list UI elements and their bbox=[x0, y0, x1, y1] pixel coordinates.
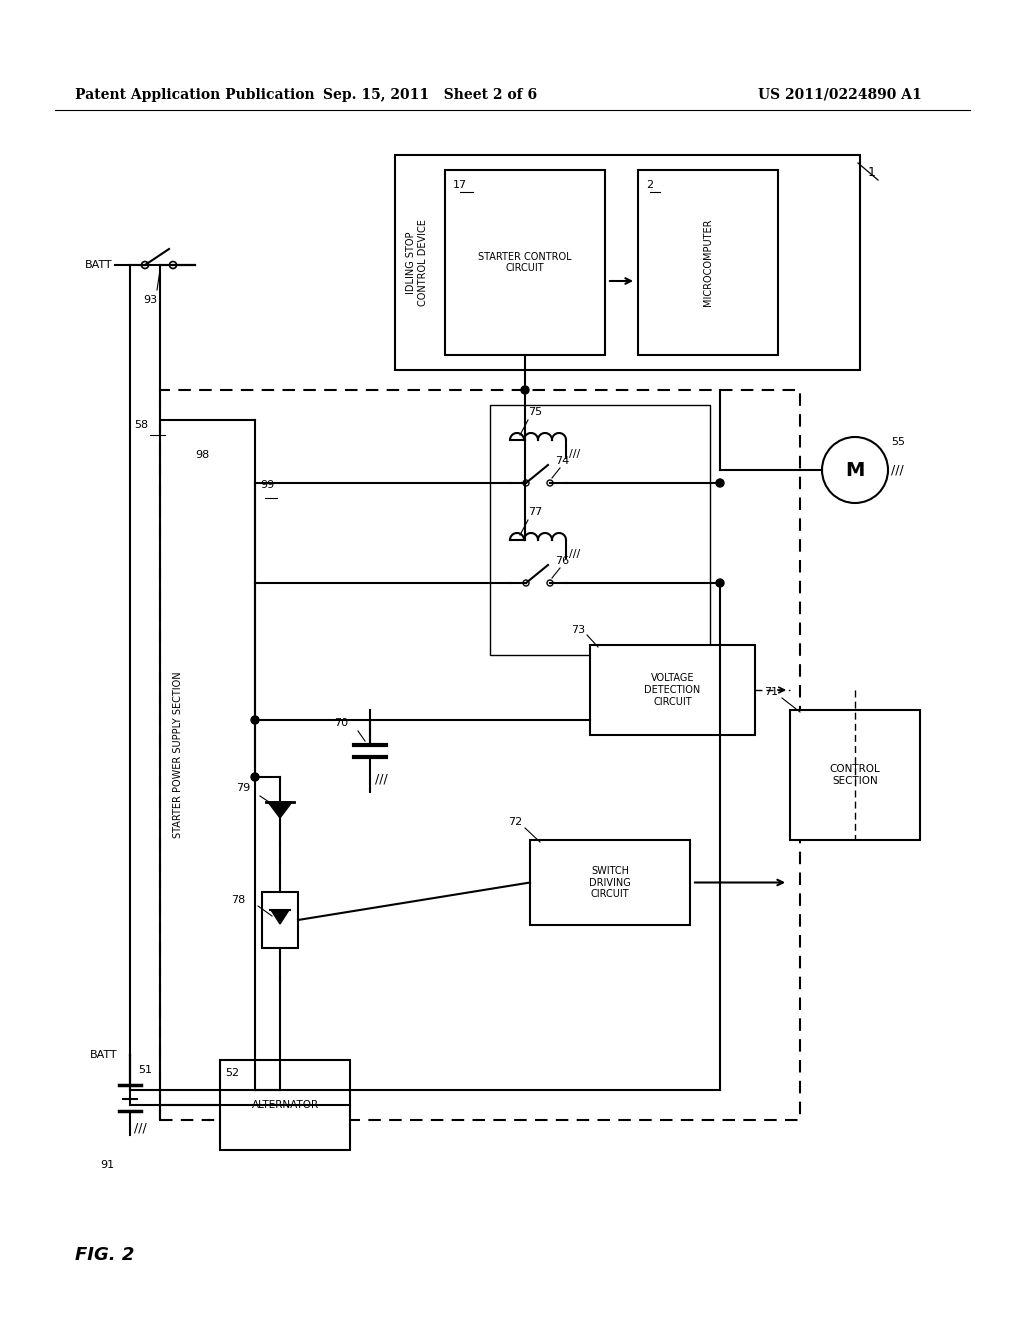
Text: ///: /// bbox=[569, 549, 581, 558]
Circle shape bbox=[716, 579, 724, 587]
Text: ///: /// bbox=[134, 1122, 146, 1134]
Circle shape bbox=[523, 480, 529, 486]
Circle shape bbox=[251, 715, 259, 723]
Text: 52: 52 bbox=[225, 1068, 240, 1078]
Text: M: M bbox=[846, 461, 864, 479]
Text: SWITCH
DRIVING
CIRCUIT: SWITCH DRIVING CIRCUIT bbox=[589, 866, 631, 899]
Circle shape bbox=[716, 479, 724, 487]
Polygon shape bbox=[271, 909, 289, 924]
Text: STARTER POWER SUPPLY SECTION: STARTER POWER SUPPLY SECTION bbox=[173, 672, 183, 838]
Bar bbox=[262, 892, 298, 948]
Text: 76: 76 bbox=[555, 556, 569, 566]
Text: 99: 99 bbox=[260, 480, 274, 490]
Text: CONTROL
SECTION: CONTROL SECTION bbox=[829, 764, 881, 785]
Text: US 2011/0224890 A1: US 2011/0224890 A1 bbox=[758, 88, 922, 102]
Circle shape bbox=[170, 261, 176, 268]
Circle shape bbox=[547, 579, 553, 586]
Text: ///: /// bbox=[891, 463, 904, 477]
Text: 70: 70 bbox=[334, 718, 348, 729]
Polygon shape bbox=[268, 803, 292, 818]
Text: VOLTAGE
DETECTION
CIRCUIT: VOLTAGE DETECTION CIRCUIT bbox=[644, 673, 700, 706]
Text: ALTERNATOR: ALTERNATOR bbox=[252, 1100, 318, 1110]
Bar bbox=[638, 170, 778, 355]
Bar bbox=[490, 405, 710, 655]
Text: 75: 75 bbox=[528, 407, 542, 417]
Text: FIG. 2: FIG. 2 bbox=[75, 1246, 134, 1265]
Text: Sep. 15, 2011   Sheet 2 of 6: Sep. 15, 2011 Sheet 2 of 6 bbox=[323, 88, 537, 102]
Circle shape bbox=[251, 774, 259, 781]
Text: 71: 71 bbox=[764, 686, 778, 697]
Text: 77: 77 bbox=[528, 507, 543, 517]
Text: 72: 72 bbox=[508, 817, 522, 828]
Text: STARTER CONTROL
CIRCUIT: STARTER CONTROL CIRCUIT bbox=[478, 252, 571, 273]
Bar bbox=[530, 840, 690, 925]
Text: BATT: BATT bbox=[90, 1049, 118, 1060]
Circle shape bbox=[822, 437, 888, 503]
Text: Patent Application Publication: Patent Application Publication bbox=[75, 88, 314, 102]
Text: 17: 17 bbox=[453, 180, 467, 190]
Text: 79: 79 bbox=[236, 783, 250, 793]
Text: BATT: BATT bbox=[85, 260, 113, 271]
Bar bbox=[590, 645, 755, 735]
Text: 91: 91 bbox=[100, 1160, 114, 1170]
Text: 74: 74 bbox=[555, 455, 569, 466]
Text: ///: /// bbox=[569, 449, 581, 459]
Bar bbox=[445, 170, 605, 355]
Text: 58: 58 bbox=[134, 420, 148, 430]
Circle shape bbox=[141, 261, 148, 268]
Circle shape bbox=[523, 579, 529, 586]
Text: 93: 93 bbox=[143, 294, 157, 305]
Text: 55: 55 bbox=[891, 437, 905, 447]
Bar bbox=[160, 389, 800, 1119]
Text: ///: /// bbox=[375, 772, 388, 785]
Bar bbox=[395, 154, 860, 370]
Text: 73: 73 bbox=[570, 624, 585, 635]
Circle shape bbox=[521, 385, 529, 393]
Bar bbox=[220, 1060, 350, 1150]
Circle shape bbox=[547, 480, 553, 486]
Bar bbox=[790, 710, 920, 840]
Text: IDLING STOP
CONTROL DEVICE: IDLING STOP CONTROL DEVICE bbox=[407, 219, 428, 306]
Text: 2: 2 bbox=[646, 180, 653, 190]
Text: 98: 98 bbox=[195, 450, 209, 459]
Text: 1: 1 bbox=[868, 166, 876, 180]
Text: 78: 78 bbox=[230, 895, 245, 906]
Text: 51: 51 bbox=[138, 1065, 152, 1074]
Text: MICROCOMPUTER: MICROCOMPUTER bbox=[703, 219, 713, 306]
